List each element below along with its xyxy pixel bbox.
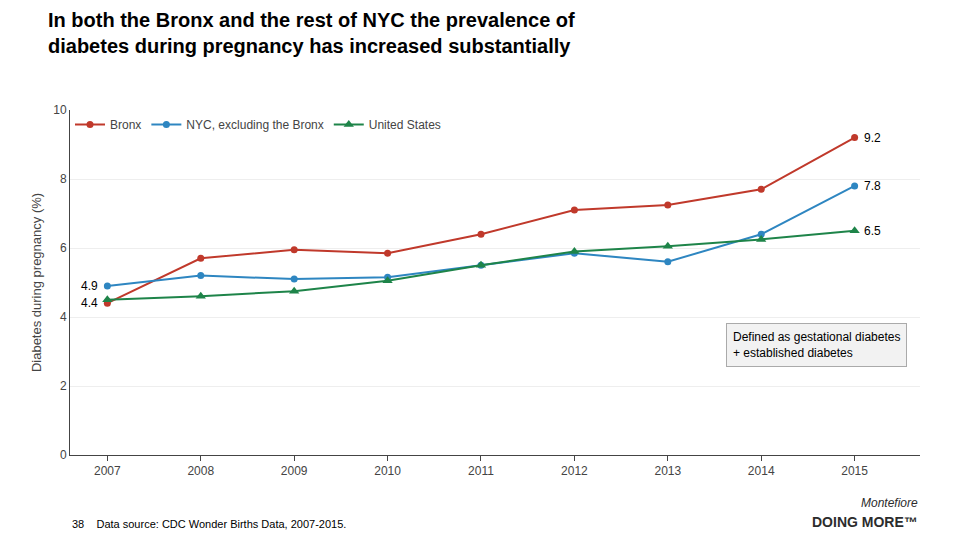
svg-text:Bronx: Bronx [110,118,141,132]
svg-text:NYC, excluding the Bronx: NYC, excluding the Bronx [186,118,323,132]
svg-text:Defined as gestational diabete: Defined as gestational diabetes+ establi… [733,330,900,360]
svg-text:10: 10 [53,103,67,117]
svg-text:Montefiore: Montefiore [861,496,918,510]
svg-text:4.4: 4.4 [81,296,98,310]
svg-text:2010: 2010 [374,464,401,478]
svg-text:2007: 2007 [94,464,121,478]
svg-text:2: 2 [60,379,67,393]
svg-text:38 Data source: CDC Wonder: 38 Data source: CDC Wonder Births Data, … [72,518,346,530]
svg-text:8: 8 [60,172,67,186]
svg-text:In both the Bronx and the rest: In both the Bronx and the rest of NYC th… [48,9,575,57]
svg-text:0: 0 [60,448,67,462]
svg-text:Diabetes during pregnancy (%): Diabetes during pregnancy (%) [29,193,44,372]
svg-text:DOING MORE™: DOING MORE™ [812,514,918,530]
svg-text:9.2: 9.2 [864,131,881,145]
svg-text:6: 6 [60,241,67,255]
svg-text:6.5: 6.5 [864,224,881,238]
svg-text:2009: 2009 [281,464,308,478]
svg-text:2015: 2015 [841,464,868,478]
svg-text:United States: United States [369,118,441,132]
svg-text:2012: 2012 [561,464,588,478]
svg-text:2011: 2011 [468,464,494,478]
svg-text:4.9: 4.9 [81,279,98,293]
svg-text:4: 4 [60,310,67,324]
svg-text:2014: 2014 [748,464,775,478]
svg-text:2013: 2013 [654,464,681,478]
svg-text:7.8: 7.8 [864,179,881,193]
svg-text:2008: 2008 [187,464,214,478]
